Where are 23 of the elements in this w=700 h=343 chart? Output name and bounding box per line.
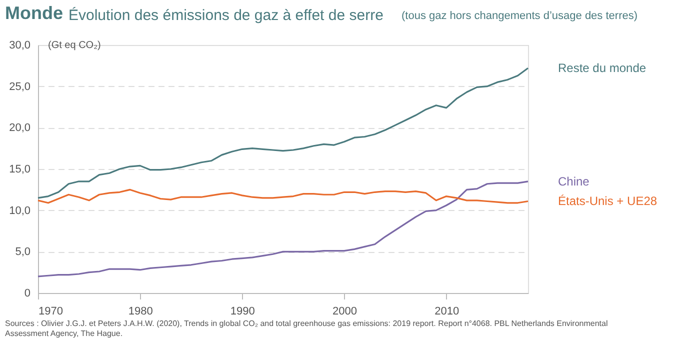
y-tick-label: 15,0 (9, 164, 30, 176)
y-tick-label: 0 (24, 288, 30, 300)
text: États-Unis + UE28 (558, 194, 658, 208)
line-series (37, 180, 529, 278)
y-tick-label: 25,0 (9, 80, 30, 93)
y-tick-label: 10,0 (9, 204, 30, 217)
x-tick-label: 1980 (128, 306, 153, 318)
x-tick-label: 1970 (38, 306, 63, 318)
x-tick-label: 1990 (230, 306, 255, 318)
x-tick-label: 2000 (332, 306, 357, 318)
y-tick-label: 20,0 (9, 122, 30, 134)
chart-title: Monde (5, 3, 63, 23)
y-axis-title: (Gt eq CO₂) (48, 40, 101, 51)
y-tick-label: 5,0 (15, 246, 30, 258)
y-tick-label: 30,0 (9, 40, 30, 52)
text: Chine (558, 174, 590, 188)
x-tick-label: 2010 (434, 306, 460, 318)
line-series (37, 67, 529, 199)
source-note: Sources : Olivier J.G.J. et Peters J.A.H.W. (2020), Trends in global CO₂ and total greenhouse gas emissions: 2019 report. Report n°4068. PBL Netherlands Environmental Assessment Agency, The Hague. (5, 319, 608, 338)
text: (tous gaz hors changements d’usage des terres) (402, 10, 638, 22)
text: Reste du monde (558, 61, 646, 76)
line-series (37, 188, 529, 204)
chart-subtitle: Évolution des émissions de gaz à effet de serre (68, 6, 384, 24)
